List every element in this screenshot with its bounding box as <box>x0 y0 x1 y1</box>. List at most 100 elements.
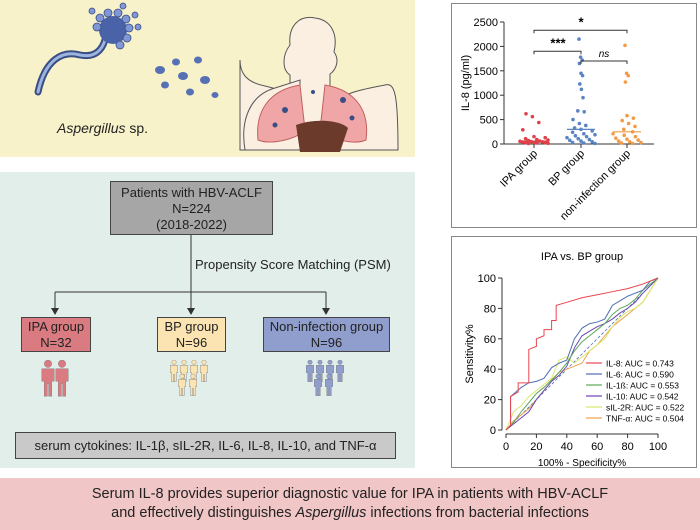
data-point <box>568 138 572 143</box>
data-point <box>577 121 582 126</box>
x-tick-label: 80 <box>621 441 633 453</box>
data-point <box>532 134 536 139</box>
data-point <box>625 137 629 141</box>
data-point <box>573 133 578 138</box>
data-point <box>571 117 575 122</box>
person-icon <box>178 373 186 396</box>
data-point <box>580 73 585 78</box>
person-body <box>178 379 186 396</box>
person-icon <box>326 360 334 382</box>
group-count: N=96 <box>175 335 208 350</box>
y-axis-label: Sensitivity% <box>464 324 476 384</box>
data-point <box>537 120 541 125</box>
bp-group-box: BP group N=96 <box>157 317 226 352</box>
legend-label: IL-6: AUC = 0.590 <box>606 370 674 380</box>
person-head <box>326 373 332 379</box>
data-point <box>546 141 550 146</box>
data-point <box>614 136 618 140</box>
ipa-group-box: IPA group N=32 <box>21 317 91 352</box>
data-point <box>582 109 586 114</box>
data-point <box>577 37 581 41</box>
conclusion-suffix: infections from bacterial infections <box>366 505 589 521</box>
conclusion-organism: Aspergillus <box>295 505 367 521</box>
person-head <box>317 360 323 365</box>
person-icon <box>314 373 322 396</box>
data-point <box>582 131 586 136</box>
person-icon <box>325 373 333 396</box>
data-point <box>622 127 626 132</box>
x-tick-label: BP group <box>546 148 587 189</box>
data-point <box>593 132 597 137</box>
y-tick-label: 500 <box>480 115 498 127</box>
legend-label: IL-1ß: AUC = 0.553 <box>606 381 679 391</box>
data-point <box>616 139 621 143</box>
data-point <box>570 130 575 135</box>
noninfection-group-box: Non-infection group N=96 <box>263 317 390 352</box>
psm-label: Propensity Score Matching (PSM) <box>195 257 391 272</box>
root-patients-box: Patients with HBV-ACLF N=224 (2018-2022) <box>110 181 273 235</box>
group-name: Non-infection group <box>269 319 384 334</box>
data-point <box>565 135 569 140</box>
data-point <box>523 140 528 145</box>
y-tick-label: 40 <box>484 364 496 376</box>
flowchart-panel: Patients with HBV-ACLF N=224 (2018-2022)… <box>0 172 415 468</box>
cytokines-box: serum cytokines: IL-1β, sIL-2R, IL-6, IL… <box>15 432 396 459</box>
il8-scatter-chart-panel: 0 500 1000 1500 2000 2500 IL-8 (pg/ml) IPA grou… <box>451 3 697 228</box>
data-point <box>578 55 583 59</box>
person-icon <box>200 360 208 382</box>
data-point <box>524 111 528 116</box>
y-tick-label: 0 <box>490 425 496 437</box>
data-point <box>584 134 589 139</box>
x-axis-label: 100% - Specificity% <box>538 458 626 469</box>
data-point <box>628 140 632 144</box>
root-years: (2018-2022) <box>156 217 227 232</box>
organism-suffix: sp. <box>125 120 149 136</box>
data-point <box>631 116 636 120</box>
aspergillus-illustration <box>34 2 399 152</box>
person-body <box>41 368 55 397</box>
person-head <box>307 360 313 365</box>
y-tick-label: 2000 <box>474 41 498 53</box>
data-point <box>625 113 629 118</box>
arrow-ipa-icon <box>51 308 59 315</box>
legend-label: sIL-2R: AUC = 0.522 <box>606 403 684 413</box>
data-point <box>579 139 583 143</box>
roc-curve <box>505 277 659 431</box>
data-point <box>576 136 580 141</box>
roc-chart-panel: IPA vs. BP group 0 20 40 60 80 100 0 20 40 60 80 100… <box>451 236 697 469</box>
person-icon <box>189 373 197 396</box>
data-point <box>639 140 643 145</box>
arrow-bp-icon <box>187 308 195 315</box>
x-tick-label: 100 <box>649 441 667 453</box>
data-point <box>581 95 585 100</box>
roc-chart: IPA vs. BP group 0 20 40 60 80 100 0 20 40 60 80 100… <box>464 251 684 469</box>
person-body <box>306 365 314 382</box>
spores-icon <box>155 56 219 98</box>
significance-bracket <box>533 50 582 55</box>
x-tick-label: 20 <box>530 441 542 453</box>
y-tick-label: 80 <box>484 303 496 315</box>
chart-title: IPA vs. BP group <box>541 251 623 263</box>
data-point <box>626 73 630 78</box>
person-icon <box>190 360 198 382</box>
significance-label: * <box>578 14 584 29</box>
data-point <box>623 43 627 48</box>
legend-label: IL-8: AUC = 0.743 <box>606 359 674 369</box>
significance-label: ns <box>599 49 610 60</box>
group-name: BP group <box>164 319 219 334</box>
y-tick-label: 2500 <box>474 17 498 29</box>
reference-line <box>505 277 659 431</box>
person-head <box>327 360 333 365</box>
data-point <box>630 141 635 146</box>
data-point <box>543 135 547 140</box>
y-tick-label: 20 <box>484 395 496 407</box>
root-title: Patients with HBV-ACLF <box>121 185 262 200</box>
data-point <box>578 82 582 86</box>
x-tick-label: 40 <box>561 441 573 453</box>
legend-label: IL-10: AUC = 0.542 <box>606 392 679 402</box>
y-tick-label: 0 <box>492 139 498 151</box>
people-icons <box>41 360 344 397</box>
person-body <box>170 365 178 382</box>
person-head <box>315 373 321 379</box>
group-count: N=32 <box>40 335 72 350</box>
